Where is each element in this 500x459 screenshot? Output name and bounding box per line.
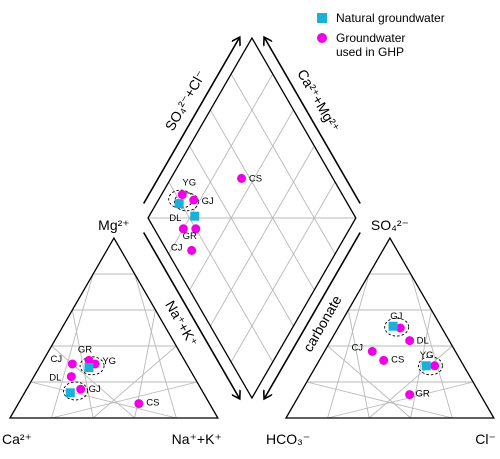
legend-entry-text: Groundwater <box>336 31 405 45</box>
na-k-arrow <box>142 232 240 399</box>
anions-ghp-point-DL <box>405 336 415 346</box>
cations-point-label: CJ <box>51 354 63 365</box>
anions-ghp-point-GR <box>405 390 415 400</box>
diamond-point-label: YG <box>182 178 196 189</box>
anion-gridline <box>327 345 412 419</box>
diamond-lower-right-label: carbonate <box>300 292 345 354</box>
cations-point-label: YG <box>102 356 116 367</box>
anions-point-label: GJ <box>390 311 402 322</box>
diamond-gridline <box>230 73 336 255</box>
diamond-ghp-point-CJ <box>187 245 197 255</box>
diamond-gridline <box>189 145 294 327</box>
diamond-frame <box>147 36 357 400</box>
diamond-upper-left-label: SO₄²⁻+Cl⁻ <box>162 68 209 134</box>
diamond-dashed-group-GJ <box>174 192 199 212</box>
cations-ghp-point-GJ <box>76 384 86 394</box>
cation-gridline <box>134 273 177 419</box>
diamond-gridline <box>168 73 274 255</box>
anion-gridline <box>410 273 453 419</box>
anion-triangle-frame <box>284 236 495 419</box>
legend-square-marker <box>317 13 327 23</box>
diamond-point-label: DL <box>169 213 181 224</box>
diamond-gridline <box>209 145 315 327</box>
cations-natural-point <box>84 363 94 373</box>
anions-dashed-group-YG <box>418 356 443 376</box>
anions-point-label: DL <box>417 336 429 347</box>
cation-gridline <box>51 381 198 419</box>
cation-left-label: Ca²⁺ <box>2 431 32 447</box>
arrow-layer <box>142 38 361 399</box>
cation-gridline <box>92 345 177 419</box>
diamond-gridline <box>230 181 336 363</box>
diamond-gridline <box>189 109 294 291</box>
anion-gridline <box>410 309 432 419</box>
cations-point-label: CS <box>146 398 159 409</box>
anions-ghp-point-GJ <box>395 323 405 333</box>
cation-top-label: Mg²⁺ <box>98 217 130 233</box>
diamond-point-label: GR <box>183 231 197 242</box>
diamond-point-label: GJ <box>202 196 214 207</box>
diamond-gridline <box>168 181 274 363</box>
cations-ghp-point-DL <box>66 372 76 382</box>
anion-gridline <box>368 345 453 419</box>
cations-dashed-group-GJ <box>63 381 88 401</box>
cations-natural-point <box>65 388 75 398</box>
anion-right-label: Cl⁻ <box>475 431 496 447</box>
diamond-ghp-point-GJ <box>189 195 199 205</box>
cation-triangle-frame <box>8 236 219 419</box>
diamond-ghp-point-CS <box>237 173 247 183</box>
anions-natural-point <box>421 361 431 371</box>
cations-ghp-point-CJ <box>67 359 77 369</box>
ca-mg-arrow <box>265 38 361 204</box>
cation-gridline <box>30 381 177 419</box>
so4-cl-arrow <box>142 38 240 204</box>
anions-ghp-point-YG <box>430 361 440 371</box>
cations-dashed-group-YG <box>79 356 105 376</box>
cations-point-label: GR <box>78 344 92 355</box>
cation-right-label: Na⁺+K⁺ <box>172 431 222 447</box>
anions-dashed-group-GJ <box>384 317 410 337</box>
diamond-natural-point <box>174 199 184 209</box>
legend-circle-marker <box>317 33 327 43</box>
cation-gridline <box>71 309 94 419</box>
legend-entry-text: used in GHP <box>336 45 404 59</box>
diamond-ghp-point-YG <box>177 190 187 200</box>
diamond-point-label: CS <box>249 173 262 184</box>
anion-gridline <box>306 381 453 419</box>
diamond-gridline <box>209 109 315 291</box>
anions-ghp-point-CJ <box>367 346 377 356</box>
anions-point-label: YG <box>420 350 434 361</box>
cations-point-label: GJ <box>89 384 101 395</box>
anion-top-label: SO₄²⁻ <box>371 217 409 233</box>
diamond-ghp-point-GR <box>191 224 201 234</box>
anions-point-label: GR <box>416 389 430 400</box>
cations-ghp-point-CS <box>134 399 144 409</box>
cation-gridline <box>51 345 136 419</box>
diamond-ghp-point-DL <box>178 224 188 234</box>
anion-left-label: HCO₃⁻ <box>266 431 310 447</box>
anion-gridline <box>327 381 474 419</box>
anions-point-label: CS <box>391 354 404 365</box>
anion-gridline <box>347 309 370 419</box>
grid-layer <box>30 73 474 419</box>
anions-ghp-point-CS <box>379 355 389 365</box>
anions-natural-point <box>388 321 398 331</box>
anions-point-label: CJ <box>351 342 363 353</box>
legend-entry-text: Natural groundwater <box>336 11 445 25</box>
cations-point-label: DL <box>49 373 61 384</box>
carbonate-arrow <box>265 232 361 399</box>
diamond-natural-point <box>190 211 200 221</box>
diamond-point-label: CJ <box>171 242 183 253</box>
frame-layer <box>8 36 495 419</box>
